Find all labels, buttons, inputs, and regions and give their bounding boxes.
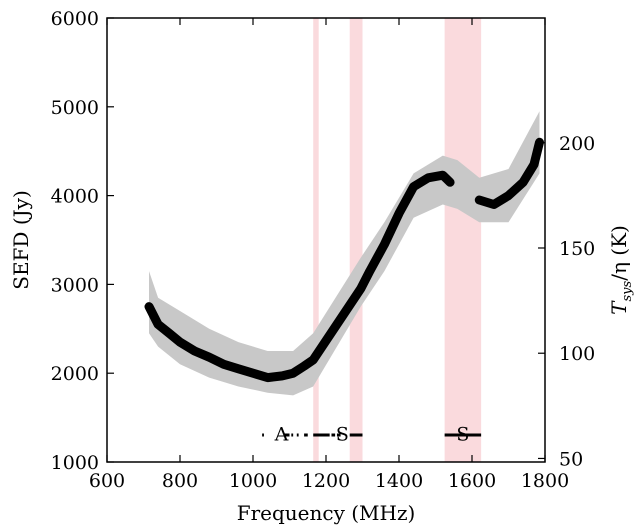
median-point — [441, 173, 444, 177]
median-point — [167, 332, 171, 335]
median-point — [266, 376, 269, 379]
median-point — [193, 349, 196, 353]
spread-band — [149, 111, 540, 396]
median-point — [492, 203, 496, 206]
axis-ticks — [106, 17, 546, 463]
right-axis-title-sub: sys — [620, 280, 634, 301]
median-point — [251, 372, 255, 375]
median-point — [368, 269, 371, 273]
y-tick-label: 6000 — [51, 8, 99, 30]
rfi-band — [349, 18, 363, 462]
y-tick-label: 3000 — [51, 274, 99, 296]
right-tick-label: 100 — [559, 343, 595, 365]
median-point — [521, 181, 525, 184]
median-point — [147, 305, 151, 308]
median-point — [532, 163, 536, 166]
x-tick-label: 1600 — [448, 470, 496, 492]
outlier-point — [505, 229, 516, 240]
median-point — [156, 323, 160, 326]
x-tick-label: 600 — [89, 470, 125, 492]
x-tick-label: 800 — [162, 470, 198, 492]
right-axis-title: Tsys/η (K) — [607, 225, 634, 315]
y-tick-label: 2000 — [51, 363, 99, 385]
median-point — [178, 340, 182, 344]
median-point — [427, 176, 430, 180]
median-point — [312, 358, 315, 362]
median-point — [281, 374, 284, 378]
median-point — [291, 372, 295, 375]
right-tick-label: 150 — [559, 238, 595, 260]
right-tick-label: 50 — [559, 448, 583, 470]
x-tick-label: 1400 — [375, 470, 423, 492]
median-point — [412, 185, 415, 188]
median-point — [208, 356, 211, 359]
right-tick-label: 200 — [559, 133, 595, 155]
x-tick-label: 1200 — [302, 470, 350, 492]
median-point — [448, 181, 452, 184]
band-annotation: S — [336, 424, 349, 446]
band-annotation: S — [456, 424, 469, 446]
x-tick-label: 1000 — [229, 470, 277, 492]
band-annotation: A — [274, 424, 289, 446]
axis-tick-labels: 600 800 1000 1200 1400 1600 1800 1000 2000 3000 40… — [51, 8, 596, 492]
median-line — [144, 137, 544, 383]
y-tick-label: 5000 — [51, 97, 99, 119]
median-point — [507, 194, 510, 197]
median-point — [383, 243, 386, 246]
x-tick-label: 1800 — [521, 470, 569, 492]
x-axis-title: Frequency (MHz) — [237, 501, 416, 525]
median-point — [359, 287, 362, 291]
right-axis-title-tail: /η (K) — [607, 225, 631, 281]
median-point — [237, 367, 240, 370]
right-axis-title-base: T — [607, 300, 631, 315]
y-tick-label: 1000 — [51, 452, 99, 474]
median-point — [302, 364, 306, 368]
median-point — [222, 363, 225, 366]
median-point — [478, 198, 481, 202]
rfi-band — [313, 18, 319, 462]
y-tick-label: 4000 — [51, 186, 99, 208]
median-point — [397, 212, 401, 215]
y-axis-title: SEFD (Jy) — [9, 190, 33, 290]
rfi-band — [444, 18, 482, 462]
